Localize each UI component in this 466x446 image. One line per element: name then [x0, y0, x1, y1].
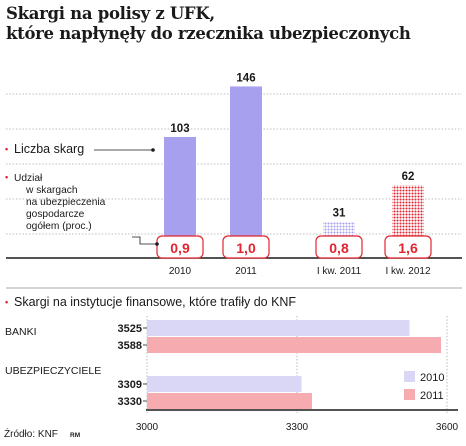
share-value: 0,8	[329, 240, 349, 256]
page-title: Skargi na polisy z UFK, które napłynęły …	[6, 4, 462, 44]
bar-value-label: 3309	[118, 379, 142, 391]
count-bar	[230, 86, 262, 258]
top-chart-bars: 103 146 31 62 0,9 1,0 0,8 1,6 2010 2011 I kw. 2011…	[6, 72, 462, 277]
share-box	[315, 235, 363, 259]
count-value-label: 31	[333, 208, 346, 220]
category-label: I kw. 2012	[385, 266, 430, 277]
legend-swatch	[404, 389, 415, 400]
bar-value-label: 3588	[118, 340, 142, 352]
second-chart-title: Skargi na instytucje finansowe, które tr…	[5, 295, 296, 309]
horizontal-bar	[147, 337, 441, 353]
legend-share-label-line: ogółem (proc.)	[26, 221, 92, 232]
count-value-label: 146	[236, 72, 255, 84]
legend-share-leader-dot	[155, 242, 159, 246]
second-title-bullet: •	[5, 297, 8, 307]
bar-value-label: 3330	[118, 396, 142, 408]
second-chart-title-text: Skargi na instytucje finansowe, które tr…	[14, 295, 296, 309]
category-label: I kw. 2011	[317, 266, 362, 277]
legend-share-label-line: gospodarcze	[26, 209, 85, 220]
category-label: BANKI	[5, 326, 37, 338]
source-note: Źródło: KNF	[4, 427, 58, 440]
bar-value-label: 3525	[118, 323, 142, 335]
x-tick-label: 3300	[286, 422, 309, 433]
title-line-2: które napłynęły do rzecznika ubezpieczon…	[6, 24, 411, 43]
x-tick-label: 3000	[136, 422, 159, 433]
horizontal-bar	[147, 320, 410, 336]
share-box	[384, 235, 432, 259]
share-box	[156, 235, 204, 259]
share-value: 0,9	[170, 240, 190, 256]
legend-count-leader-dot	[151, 148, 155, 152]
second-chart-bars: BANKI 3525 3588 UBEZPIECZYCIELE 3309 3330	[5, 320, 441, 409]
second-chart-legend: 2010 2011	[404, 371, 444, 402]
legend-bullet: •	[5, 144, 8, 154]
category-label: UBEZPIECZYCIELE	[5, 365, 101, 377]
category-label: 2011	[235, 266, 257, 277]
legend-bullet: •	[5, 172, 8, 182]
share-value: 1,6	[398, 240, 418, 256]
legend-label: 2010	[420, 372, 444, 384]
share-box	[222, 235, 270, 259]
category-label: 2010	[169, 266, 192, 277]
legend-share-label-line: w skargach	[25, 185, 78, 196]
horizontal-bar	[147, 376, 302, 392]
legend-swatch	[404, 371, 415, 382]
author-credit: RM	[70, 432, 80, 439]
title-line-1: Skargi na polisy z UFK,	[6, 4, 215, 23]
horizontal-bar	[147, 393, 312, 409]
x-tick-label: 3600	[436, 422, 459, 433]
legend-share-label-line: Udział	[14, 173, 43, 184]
legend-share-leader	[132, 236, 156, 245]
count-value-label: 62	[402, 171, 415, 183]
share-value: 1,0	[236, 240, 256, 256]
second-chart-gridlines: 3000 3300 3600	[136, 316, 459, 433]
legend-label: 2011	[420, 390, 444, 402]
legend-count-label: Liczba skarg	[14, 142, 84, 156]
legend-share-label-line: na ubezpieczenia	[26, 197, 106, 208]
count-value-label: 103	[170, 123, 189, 135]
